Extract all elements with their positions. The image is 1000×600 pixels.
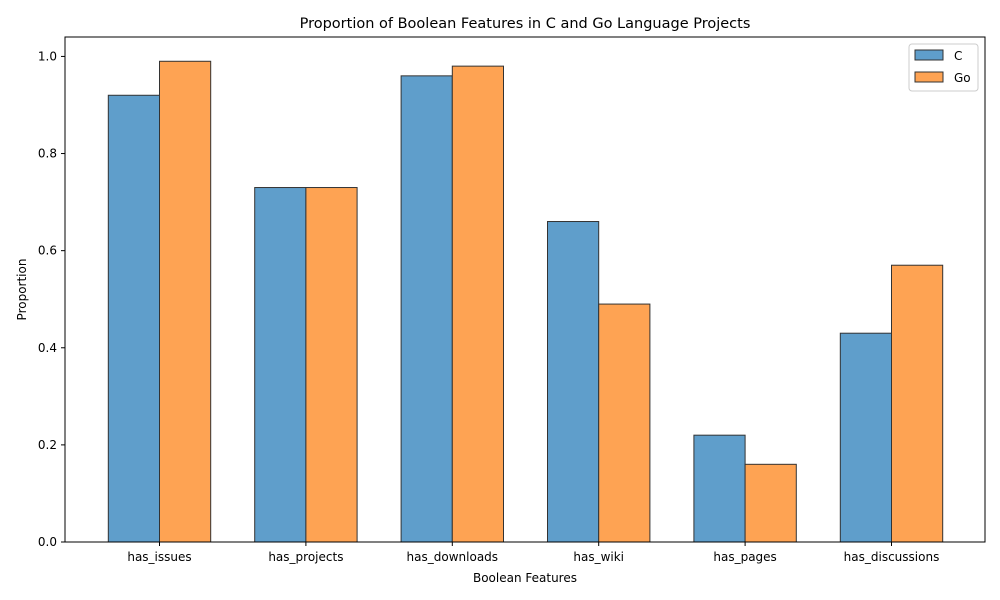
x-tick-label: has_issues	[127, 550, 191, 564]
x-tick-label: has_pages	[713, 550, 776, 564]
y-tick-label: 1.0	[38, 49, 57, 63]
legend: C Go	[908, 43, 979, 92]
bar-go-has_pages	[744, 463, 797, 543]
chart-title: Proportion of Boolean Features in C and …	[300, 16, 751, 32]
bar-go-has_wiki	[598, 303, 651, 543]
legend-swatch-go	[914, 71, 944, 83]
x-tick-label: has_discussions	[844, 550, 940, 564]
plot-frame	[64, 36, 986, 543]
bar-go-has_issues	[159, 60, 212, 543]
bar-c-has_projects	[254, 187, 307, 543]
y-tick-label: 0.0	[38, 535, 57, 549]
legend-label-c: C	[954, 49, 962, 63]
y-axis-label: Proportion	[15, 259, 29, 321]
bar-go-has_downloads	[451, 65, 504, 543]
bar-c-has_downloads	[400, 75, 453, 543]
legend-label-go: Go	[954, 71, 971, 85]
bar-go-has_projects	[305, 187, 358, 543]
bar-go-has_discussions	[891, 264, 944, 543]
bar-c-has_discussions	[839, 332, 892, 543]
bar-c-has_wiki	[547, 221, 600, 543]
bar-c-has_issues	[107, 94, 161, 543]
x-tick-label: has_wiki	[573, 550, 624, 564]
y-tick-label: 0.6	[38, 244, 57, 258]
y-tick-label: 0.2	[38, 438, 57, 452]
legend-swatch-c	[914, 49, 944, 61]
x-tick-label: has_downloads	[407, 550, 499, 564]
x-tick-label: has_projects	[268, 550, 343, 564]
bars-group	[107, 60, 944, 543]
y-tick-label: 0.4	[38, 341, 57, 355]
x-axis-label: Boolean Features	[473, 571, 577, 585]
bar-c-has_pages	[693, 434, 746, 543]
x-axis: has_issues has_projects has_downloads has_w…	[127, 542, 939, 564]
y-tick-label: 0.8	[38, 147, 57, 161]
y-axis: 0.0 0.2 0.4 0.6 0.8 1.0	[38, 49, 65, 549]
